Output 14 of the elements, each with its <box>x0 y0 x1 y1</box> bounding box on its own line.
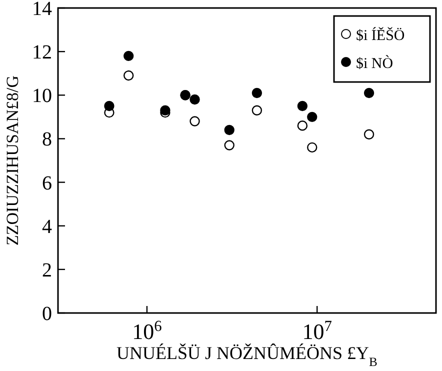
y-tick-label: 14 <box>32 0 52 20</box>
y-tick-label: 4 <box>42 216 52 238</box>
legend-label: $i ÍĚŠÖ <box>356 27 405 44</box>
y-tick-label: 2 <box>42 259 52 282</box>
y-tick-label: 6 <box>42 172 52 194</box>
x-tick-label: 10$^{6}$ <box>132 318 162 344</box>
x-tick-label: 10$^{7}$ <box>302 318 332 344</box>
y-tick-label: 12 <box>32 42 52 64</box>
y-axis-title: ZZOIUZZIHUSAN£8/G <box>3 76 22 246</box>
y-tick-label: 8 <box>42 128 52 151</box>
x-axis-title: UNUÉLŠÜ J NÖŽNÛMÉÖNS £Y$_{B}$ <box>116 343 378 369</box>
y-tick-label: 0 <box>42 303 52 325</box>
legend-label: $i NÒ <box>356 55 394 72</box>
y-tick-label: 10 <box>32 85 52 108</box>
